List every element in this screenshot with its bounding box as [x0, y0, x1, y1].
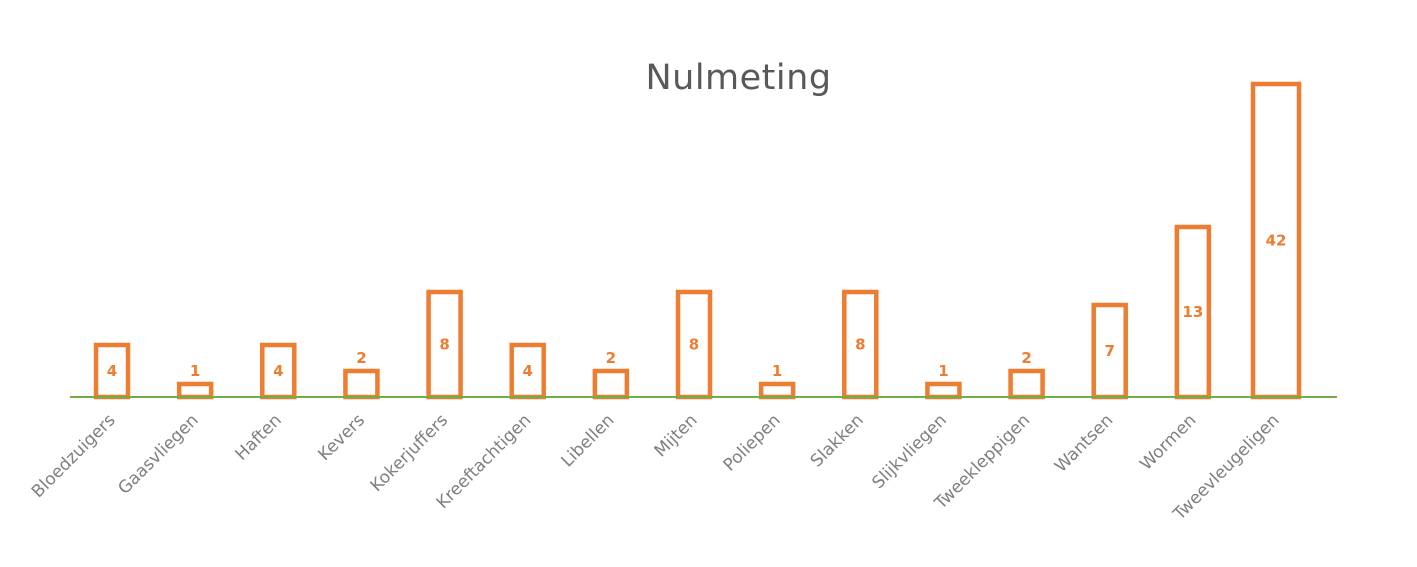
bar-mijten: [675, 289, 713, 400]
x-tick-label-wantsen: Wantsen: [1051, 410, 1117, 476]
x-tick-label-gaasvliegen: Gaasvliegen: [114, 410, 202, 498]
data-label-kokerjuffers: 8: [439, 336, 449, 354]
chart-title: Nulmeting: [645, 58, 832, 98]
bar-slijkvliegen: [925, 381, 962, 400]
data-label-mijten: 8: [689, 336, 699, 354]
data-label-libellen: 2: [606, 349, 616, 367]
bar-gaasvliegen: [176, 381, 214, 400]
data-label-tweevleugeligen: 42: [1266, 232, 1287, 250]
bar-haften: [260, 342, 297, 400]
x-tick-label-mijten: Mijten: [651, 410, 702, 461]
x-tick-label-kevers: Kevers: [314, 410, 369, 465]
data-label-kreeftachtigen: 4: [522, 362, 532, 380]
data-label-wantsen: 7: [1104, 342, 1114, 360]
data-label-slakken: 8: [855, 336, 865, 354]
x-tick-label-poliepen: Poliepen: [720, 410, 785, 475]
bars-layer: [93, 81, 1302, 400]
bar-kevers: [343, 368, 380, 400]
x-tick-label-libellen: Libellen: [557, 410, 618, 471]
bar-bloedzuigers: [93, 342, 131, 400]
x-tick-label-slijkvliegen: Slijkvliegen: [868, 410, 951, 493]
x-tick-label-slakken: Slakken: [807, 410, 868, 471]
data-label-tweekleppigen: 2: [1021, 349, 1031, 367]
data-label-poliepen: 1: [772, 362, 782, 380]
data-label-kevers: 2: [356, 349, 366, 367]
bar-tweekleppigen: [1008, 368, 1045, 400]
bar-kreeftachtigen: [509, 342, 546, 400]
data-label-bloedzuigers: 4: [107, 362, 117, 380]
x-tick-label-haften: Haften: [232, 410, 286, 464]
data-label-gaasvliegen: 1: [190, 362, 200, 380]
bar-slakken: [842, 289, 879, 400]
data-label-slijkvliegen: 1: [938, 362, 948, 380]
x-tick-label-wormen: Wormen: [1136, 410, 1200, 474]
data-label-wormen: 13: [1182, 303, 1203, 321]
bar-libellen: [592, 368, 630, 400]
x-tick-label-bloedzuigers: Bloedzuigers: [28, 410, 120, 502]
data-label-haften: 4: [273, 362, 283, 380]
bar-poliepen: [758, 381, 796, 400]
x-tick-label-kokerjuffers: Kokerjuffers: [367, 410, 453, 496]
bar-wantsen: [1091, 302, 1128, 400]
